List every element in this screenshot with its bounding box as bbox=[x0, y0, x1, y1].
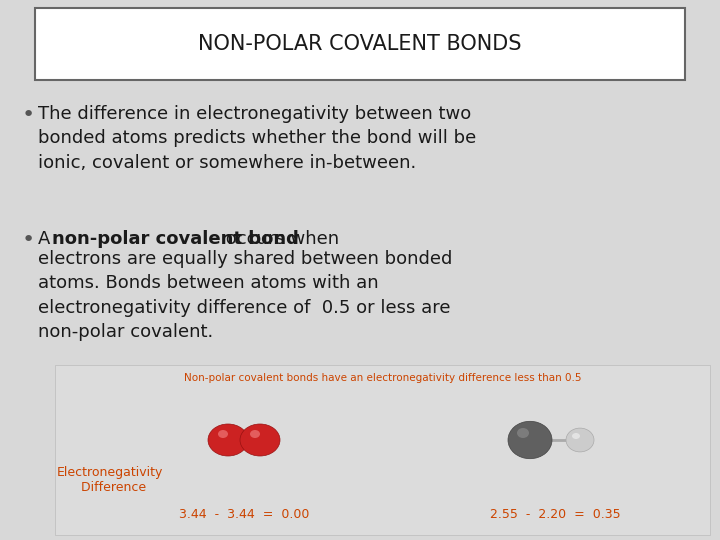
Text: electrons are equally shared between bonded
atoms. Bonds between atoms with an
e: electrons are equally shared between bon… bbox=[38, 250, 452, 341]
Ellipse shape bbox=[250, 430, 260, 438]
Text: occurs when: occurs when bbox=[220, 230, 339, 248]
Ellipse shape bbox=[240, 424, 280, 456]
Text: O: O bbox=[222, 430, 234, 445]
Ellipse shape bbox=[508, 421, 552, 458]
Ellipse shape bbox=[572, 433, 580, 439]
Text: non-polar covalent bond: non-polar covalent bond bbox=[52, 230, 299, 248]
FancyBboxPatch shape bbox=[55, 365, 710, 535]
Text: •: • bbox=[22, 105, 35, 125]
Text: The difference in electronegativity between two
bonded atoms predicts whether th: The difference in electronegativity betw… bbox=[38, 105, 476, 172]
Text: H: H bbox=[575, 430, 586, 445]
Text: Electronegativity
  Difference: Electronegativity Difference bbox=[57, 466, 163, 494]
Text: 2.55  -  2.20  =  0.35: 2.55 - 2.20 = 0.35 bbox=[490, 508, 621, 521]
Ellipse shape bbox=[566, 428, 594, 452]
Ellipse shape bbox=[208, 424, 248, 456]
Ellipse shape bbox=[218, 430, 228, 438]
FancyBboxPatch shape bbox=[35, 8, 685, 80]
Text: O: O bbox=[254, 430, 266, 445]
Text: A: A bbox=[38, 230, 56, 248]
Ellipse shape bbox=[517, 428, 529, 438]
Text: Non-polar covalent bonds have an electronegativity difference less than 0.5: Non-polar covalent bonds have an electro… bbox=[184, 373, 581, 383]
Text: 3.44  -  3.44  =  0.00: 3.44 - 3.44 = 0.00 bbox=[179, 508, 309, 521]
Text: •: • bbox=[22, 230, 35, 250]
Text: C: C bbox=[525, 430, 535, 445]
Text: NON-POLAR COVALENT BONDS: NON-POLAR COVALENT BONDS bbox=[198, 34, 522, 54]
